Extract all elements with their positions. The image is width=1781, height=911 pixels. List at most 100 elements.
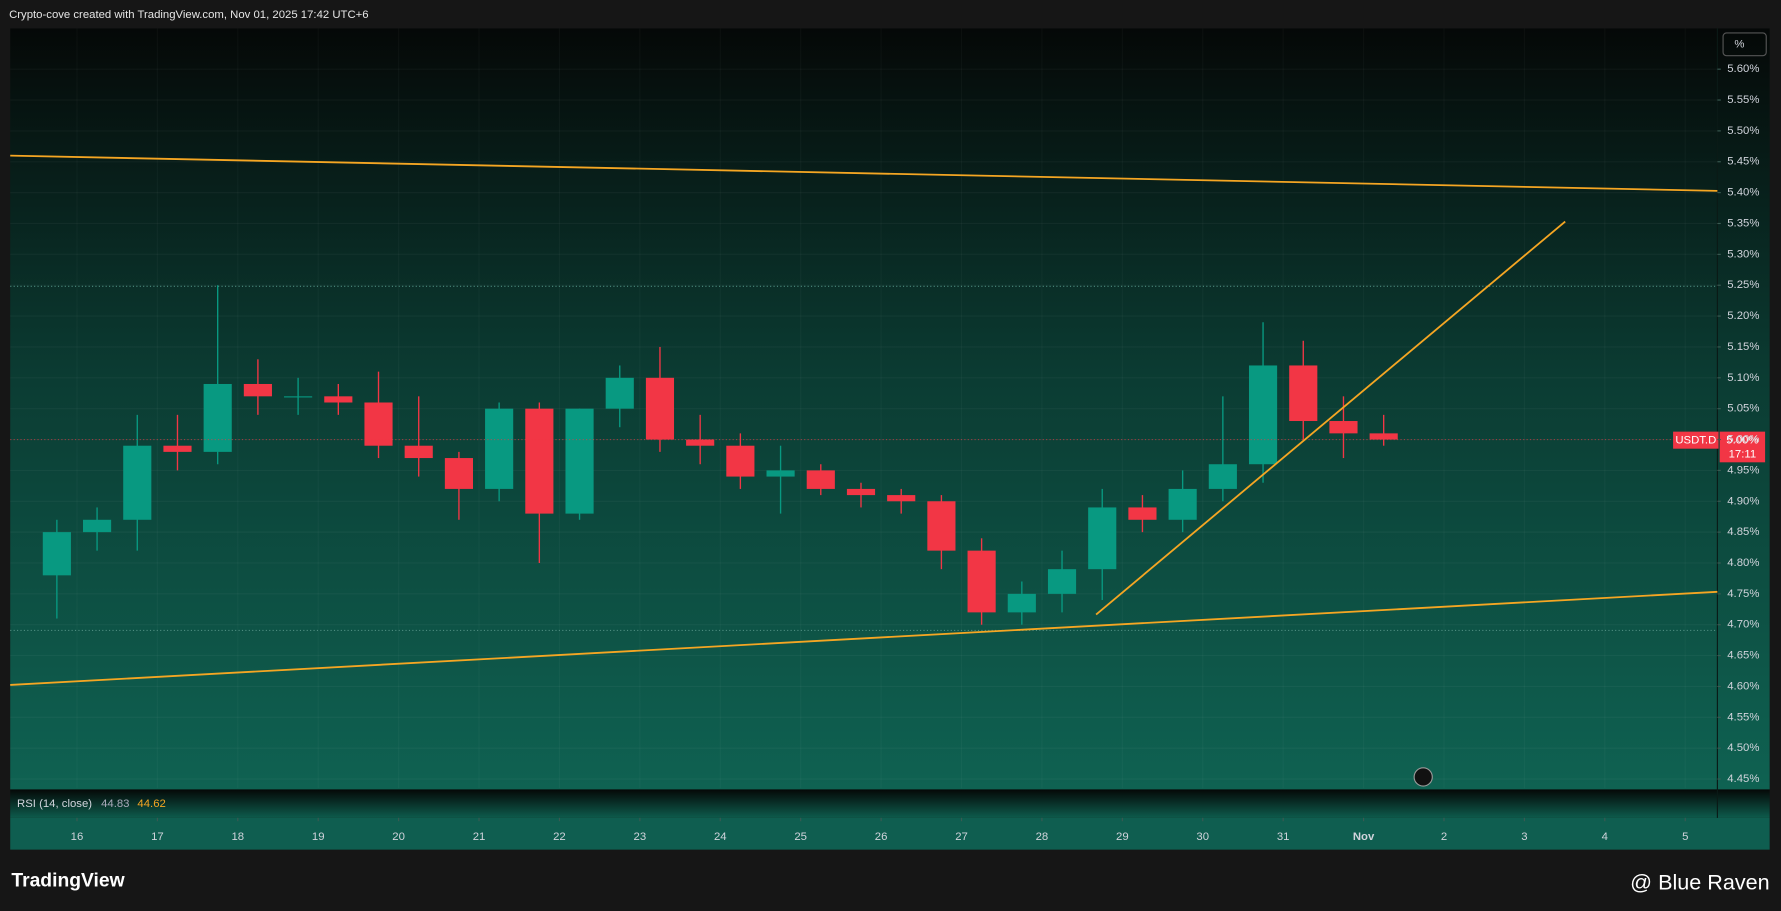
y-tick-label: 5.25% bbox=[1727, 279, 1759, 291]
candle-body bbox=[82, 519, 112, 533]
candle-body bbox=[163, 445, 192, 452]
candle-body bbox=[686, 439, 715, 446]
indicator-value: 44.83 bbox=[101, 798, 129, 810]
x-tick-label: 27 bbox=[955, 831, 968, 843]
x-tick-label: 30 bbox=[1196, 831, 1209, 843]
x-tick-label: 26 bbox=[875, 831, 888, 843]
watermark: @ Blue Raven bbox=[1630, 869, 1769, 894]
x-tick-label: 20 bbox=[392, 831, 405, 843]
x-axis-pane bbox=[10, 817, 1770, 850]
candle-body bbox=[766, 470, 795, 477]
trend-line bbox=[1095, 220, 1566, 616]
x-tick-label: 28 bbox=[1036, 831, 1049, 843]
header-text: Crypto-cove created with TradingView.com… bbox=[9, 9, 369, 21]
candle-body bbox=[444, 458, 474, 489]
logo[interactable]: TradingView bbox=[11, 871, 125, 892]
x-tick-label: 3 bbox=[1521, 831, 1527, 843]
indicator-name: RSI (14, close) bbox=[17, 798, 92, 810]
plot bbox=[10, 68, 1718, 780]
candle-body bbox=[1208, 464, 1237, 489]
candle-body bbox=[42, 532, 71, 576]
candle-body bbox=[203, 383, 232, 452]
x-tick-label: 22 bbox=[553, 831, 566, 843]
candle-body bbox=[1047, 569, 1077, 594]
candle-body bbox=[605, 377, 634, 409]
y-tick-label: 4.45% bbox=[1727, 773, 1759, 785]
trend-line bbox=[10, 154, 1718, 192]
x-tick-label: 23 bbox=[634, 831, 647, 843]
y-tick-label: 5.35% bbox=[1727, 217, 1759, 229]
candle-body bbox=[123, 445, 152, 520]
candle-body bbox=[1007, 593, 1036, 613]
x-tick-label: 25 bbox=[794, 831, 807, 843]
y-tick-label: 5.15% bbox=[1727, 341, 1759, 353]
y-tick-label: 4.65% bbox=[1727, 650, 1759, 662]
y-tick-label: 5.30% bbox=[1727, 248, 1759, 260]
candle-body bbox=[1289, 365, 1318, 422]
price-label: 5.00% bbox=[1726, 435, 1758, 447]
candle-body bbox=[1369, 433, 1398, 440]
y-tick-label: 4.95% bbox=[1727, 464, 1759, 476]
candle-body bbox=[565, 408, 594, 514]
candle-body bbox=[485, 408, 514, 489]
y-tick-label: 5.55% bbox=[1727, 94, 1759, 106]
x-tick-label: 2 bbox=[1441, 831, 1447, 843]
candle-body bbox=[645, 377, 675, 440]
candle-body bbox=[324, 396, 353, 403]
y-tick-label: 4.80% bbox=[1727, 557, 1759, 569]
candle-body bbox=[364, 402, 393, 446]
candle-body bbox=[1128, 507, 1157, 520]
trend-line bbox=[10, 590, 1718, 686]
y-tick-label: 5.20% bbox=[1727, 310, 1759, 322]
x-tick-label: 24 bbox=[714, 831, 727, 843]
y-tick-label: 5.05% bbox=[1727, 403, 1759, 415]
y-tick-label: 5.10% bbox=[1727, 372, 1759, 384]
scale-button[interactable] bbox=[1722, 32, 1767, 57]
y-tick-label: 5.00% bbox=[1727, 434, 1759, 446]
candle-body bbox=[726, 445, 755, 477]
rsi-pane bbox=[10, 789, 1770, 818]
candle-body bbox=[1168, 488, 1197, 520]
x-tick-label: 29 bbox=[1116, 831, 1129, 843]
x-tick-label: 5 bbox=[1682, 831, 1688, 843]
y-tick-label: 4.75% bbox=[1727, 588, 1759, 600]
y-tick-label: 5.50% bbox=[1727, 125, 1759, 137]
candle-body bbox=[404, 445, 433, 459]
candle-body bbox=[1248, 365, 1278, 465]
x-tick-label: 18 bbox=[231, 831, 244, 843]
candle-body bbox=[927, 501, 956, 551]
x-tick-label: 4 bbox=[1602, 831, 1608, 843]
x-tick-label: 17 bbox=[151, 831, 164, 843]
y-tick-label: 5.40% bbox=[1727, 187, 1759, 199]
x-tick-label: 21 bbox=[473, 831, 486, 843]
candle-body bbox=[243, 383, 272, 397]
y-tick-label: 4.50% bbox=[1727, 742, 1759, 754]
candle-body bbox=[806, 470, 835, 489]
x-tick-label: 31 bbox=[1277, 831, 1290, 843]
scale-button-label[interactable]: % bbox=[1734, 38, 1744, 50]
candle-body bbox=[1329, 421, 1358, 434]
y-tick-label: 4.70% bbox=[1727, 619, 1759, 631]
y-tick-label: 4.85% bbox=[1727, 526, 1759, 538]
candle-body bbox=[887, 495, 916, 502]
symbol-label: USDT.D bbox=[1675, 435, 1716, 447]
x-tick-label: 19 bbox=[312, 831, 325, 843]
y-tick-label: 4.90% bbox=[1727, 495, 1759, 507]
candle-body bbox=[1088, 507, 1117, 570]
indicator-value: 44.62 bbox=[137, 798, 165, 810]
candle-body bbox=[846, 488, 876, 496]
y-tick-label: 5.60% bbox=[1727, 63, 1759, 75]
replay-icon[interactable] bbox=[1413, 767, 1433, 787]
countdown-label: 17:11 bbox=[1729, 448, 1757, 460]
candle-body bbox=[525, 408, 554, 514]
candle-body bbox=[284, 396, 313, 398]
y-tick-label: 4.55% bbox=[1727, 711, 1759, 723]
x-tick-label: 16 bbox=[71, 831, 84, 843]
price-tag bbox=[1719, 431, 1766, 463]
plot-background bbox=[10, 28, 1770, 790]
candle-body bbox=[967, 550, 996, 613]
y-tick-label: 5.45% bbox=[1727, 156, 1759, 168]
x-tick-label: Nov bbox=[1353, 831, 1375, 843]
